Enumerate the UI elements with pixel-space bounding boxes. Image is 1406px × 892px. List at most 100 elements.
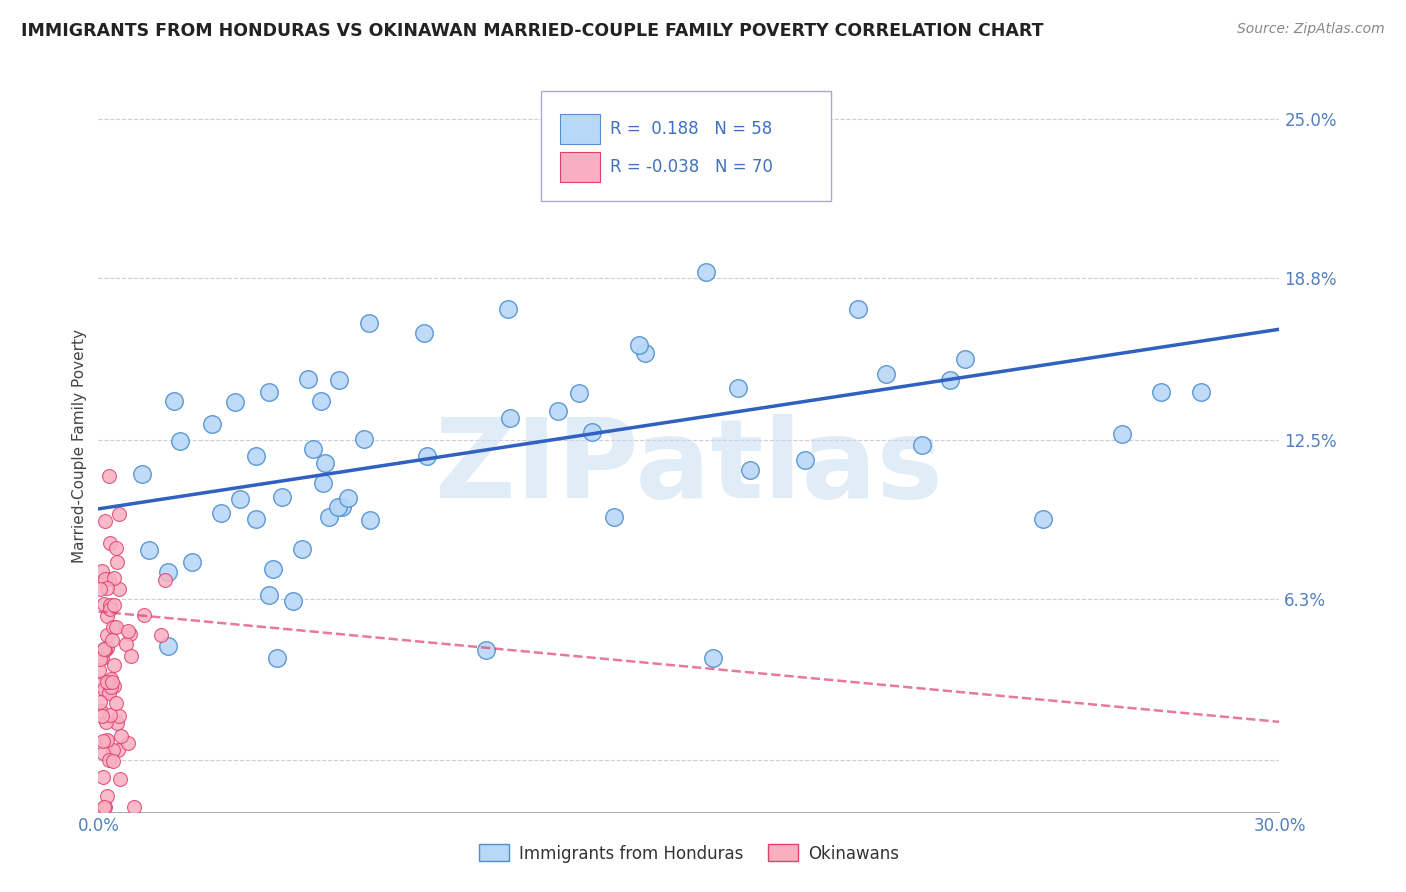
Point: [702, 650, 724, 665]
Text: IMMIGRANTS FROM HONDURAS VS OKINAWAN MARRIED-COUPLE FAMILY POVERTY CORRELATION C: IMMIGRANTS FROM HONDURAS VS OKINAWAN MAR…: [21, 22, 1043, 40]
Point: [103, 620, 125, 634]
Point: [297, 372, 319, 386]
Point: [270, 490, 292, 504]
Point: [100, 673, 122, 687]
Point: [101, 755, 124, 769]
Point: [91, 651, 114, 665]
Point: [96, 581, 118, 595]
Point: [209, 506, 232, 520]
Point: [157, 565, 180, 579]
Point: [91, 746, 114, 760]
Point: [105, 716, 128, 731]
Point: [224, 394, 246, 409]
Point: [96, 715, 118, 730]
Point: [98, 708, 121, 723]
Point: [1150, 384, 1173, 399]
Point: [105, 620, 128, 634]
Point: [120, 649, 142, 664]
Text: ZIPatlas: ZIPatlas: [434, 415, 943, 522]
Point: [98, 601, 121, 615]
Point: [634, 346, 657, 360]
Point: [107, 507, 129, 521]
Point: [120, 627, 142, 641]
Point: [413, 326, 436, 340]
Point: [115, 637, 138, 651]
Point: [108, 772, 131, 786]
Point: [117, 624, 139, 638]
Point: [101, 632, 124, 647]
Point: [105, 555, 128, 569]
Point: [93, 642, 115, 657]
Point: [727, 381, 749, 395]
Point: [122, 799, 145, 814]
Point: [91, 770, 114, 784]
Point: [100, 680, 122, 694]
Point: [98, 536, 121, 550]
Point: [1189, 385, 1212, 400]
Point: [103, 571, 125, 585]
Point: [326, 500, 349, 514]
Point: [110, 729, 132, 743]
Point: [169, 434, 191, 448]
Point: [257, 385, 280, 400]
Point: [98, 753, 121, 767]
Point: [97, 686, 120, 700]
Point: [359, 513, 381, 527]
Point: [794, 452, 817, 467]
Point: [89, 664, 111, 678]
Point: [939, 373, 962, 387]
Point: [353, 432, 375, 446]
Point: [96, 640, 118, 655]
Point: [498, 302, 520, 317]
Point: [359, 316, 381, 330]
Point: [90, 709, 112, 723]
Point: [132, 608, 155, 623]
Point: [475, 643, 498, 657]
Point: [89, 652, 111, 666]
Point: [318, 509, 340, 524]
Point: [103, 743, 125, 757]
Point: [740, 463, 762, 477]
Point: [309, 393, 332, 408]
Point: [695, 265, 717, 279]
Point: [581, 425, 603, 440]
Point: [94, 514, 117, 528]
Point: [911, 437, 934, 451]
Y-axis label: Married-Couple Family Poverty: Married-Couple Family Poverty: [72, 329, 87, 563]
Point: [107, 709, 129, 723]
Point: [229, 491, 252, 506]
Point: [101, 675, 124, 690]
Point: [416, 450, 439, 464]
Point: [953, 351, 976, 366]
Point: [103, 679, 125, 693]
Point: [96, 675, 118, 690]
Point: [104, 541, 127, 555]
FancyBboxPatch shape: [541, 91, 831, 201]
Point: [180, 555, 202, 569]
Point: [547, 404, 569, 418]
Point: [266, 650, 288, 665]
Point: [96, 609, 118, 624]
Point: [332, 500, 354, 515]
Point: [90, 704, 112, 718]
Point: [568, 386, 591, 401]
Point: [162, 393, 184, 408]
Point: [846, 301, 869, 316]
Point: [107, 742, 129, 756]
FancyBboxPatch shape: [560, 114, 600, 144]
Point: [499, 411, 522, 425]
Point: [328, 373, 350, 387]
Point: [96, 734, 118, 748]
Point: [103, 657, 125, 672]
Point: [93, 641, 115, 656]
Point: [131, 467, 153, 482]
Point: [200, 417, 222, 431]
Point: [281, 594, 304, 608]
FancyBboxPatch shape: [560, 153, 600, 182]
Point: [91, 733, 114, 747]
Point: [93, 643, 115, 657]
Point: [245, 449, 267, 463]
Point: [153, 573, 176, 587]
Point: [108, 582, 131, 596]
Point: [93, 799, 115, 814]
